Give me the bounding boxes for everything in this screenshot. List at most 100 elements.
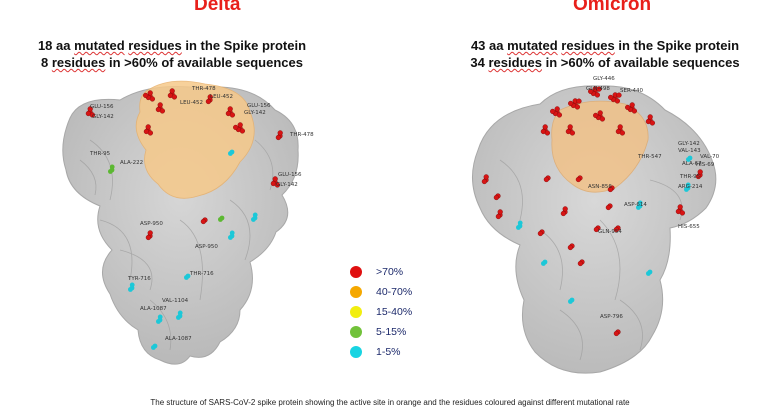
residue-marker xyxy=(631,108,638,114)
residue-marker xyxy=(109,164,115,170)
residue-marker xyxy=(177,310,183,316)
residue-label: GLN-498 xyxy=(586,86,610,92)
legend-label: >70% xyxy=(376,266,404,278)
residue-marker xyxy=(569,130,576,136)
residue-marker xyxy=(147,130,154,136)
legend-swatch xyxy=(350,326,362,338)
residue-label: SER-440 xyxy=(620,88,644,94)
legend-swatch xyxy=(350,306,362,318)
legend-label: 1-5% xyxy=(376,346,401,358)
residue-label: TYR-716 xyxy=(127,276,151,282)
residue-marker xyxy=(697,169,703,175)
residue-marker xyxy=(596,86,602,92)
residue-marker xyxy=(129,282,135,288)
delta-subtitle-line1: 18 aa mutated residues in the Spike prot… xyxy=(37,38,307,53)
residue-marker xyxy=(275,134,281,141)
residue-label: GLY-142 xyxy=(92,114,114,120)
residue-marker xyxy=(567,124,573,130)
residue-marker xyxy=(239,128,246,134)
residue-label: ALA-1087 xyxy=(140,306,167,312)
residue-marker xyxy=(143,92,149,99)
residue-marker xyxy=(107,169,113,174)
legend-swatch xyxy=(350,266,362,278)
residue-marker xyxy=(594,92,601,98)
residue-marker xyxy=(150,345,156,350)
residue-label: GLY-142 xyxy=(678,141,700,147)
residue-label: GLY-446 xyxy=(593,76,615,82)
residue-marker xyxy=(685,182,691,188)
legend-item: 15-40% xyxy=(350,302,412,322)
residue-label: LEU-452 xyxy=(210,94,233,100)
residue-marker xyxy=(647,114,653,120)
omicron-active-site xyxy=(551,100,649,193)
delta-spike-structure: GLU-156GLY-142THR-478LEU-452LEU-452GLU-1… xyxy=(62,80,314,365)
residue-label: ALA-1087 xyxy=(165,336,192,342)
residue-marker xyxy=(597,110,603,116)
omicron-subtitle-line2: 34 residues in >60% of available sequenc… xyxy=(470,55,740,70)
omicron-subtitle: 43 aa mutated residues in the Spike prot… xyxy=(452,37,758,71)
residue-marker xyxy=(593,112,599,119)
residue-marker xyxy=(274,182,281,188)
residue-marker xyxy=(605,204,611,211)
residue-label: ASP-796 xyxy=(600,314,623,320)
legend-item: 1-5% xyxy=(350,342,412,362)
residue-marker xyxy=(169,88,175,94)
residue-label: GLU-156 xyxy=(247,103,271,109)
residue-marker xyxy=(250,217,256,222)
residue-marker xyxy=(497,209,503,215)
legend-label: 5-15% xyxy=(376,326,407,338)
residue-marker xyxy=(629,102,635,108)
residue-label: THR-95 xyxy=(679,174,701,180)
residue-marker xyxy=(517,220,523,226)
mutation-rate-legend: >70% 40-70% 15-40% 5-15% 1-5% xyxy=(350,262,412,362)
residue-marker xyxy=(567,299,573,304)
residue-marker xyxy=(683,187,689,192)
legend-item: 5-15% xyxy=(350,322,412,342)
residue-marker xyxy=(159,108,166,114)
residue-marker xyxy=(175,315,181,320)
residue-label: ASN-856 xyxy=(588,184,612,190)
residue-label: VAL-143 xyxy=(678,148,701,154)
legend-label: 15-40% xyxy=(376,306,413,318)
residue-marker xyxy=(157,102,163,108)
residue-marker xyxy=(493,194,499,201)
residue-marker xyxy=(568,100,574,107)
residue-marker xyxy=(495,213,501,220)
residue-label: HIS-655 xyxy=(678,224,700,230)
residue-label: ARG-214 xyxy=(678,184,703,190)
residue-marker xyxy=(171,94,178,100)
omicron-subtitle-line1: 43 aa mutated residues in the Spike prot… xyxy=(470,38,740,53)
residue-label: GLY-142 xyxy=(276,182,298,188)
residue-marker xyxy=(227,235,233,240)
residue-marker xyxy=(207,94,213,100)
residue-marker xyxy=(127,287,133,292)
residue-marker xyxy=(588,88,594,95)
residue-marker xyxy=(277,130,283,136)
residue-marker xyxy=(574,104,581,110)
delta-subtitle: 18 aa mutated residues in the Spike prot… xyxy=(22,37,322,71)
residue-marker xyxy=(481,178,487,185)
residue-marker xyxy=(608,94,614,101)
residue-label: VAL-70 xyxy=(700,154,720,160)
delta-title: Delta xyxy=(194,0,241,15)
residue-marker xyxy=(227,151,233,156)
residue-marker xyxy=(89,112,96,118)
residue-marker xyxy=(272,176,278,182)
residue-marker xyxy=(229,230,235,236)
residue-marker xyxy=(550,108,556,115)
residue-marker xyxy=(147,230,153,236)
residue-label: ASP-950 xyxy=(195,244,218,250)
residue-marker xyxy=(635,205,641,210)
residue-marker xyxy=(542,124,548,130)
residue-marker xyxy=(149,96,156,102)
residue-marker xyxy=(229,112,236,118)
residue-marker xyxy=(562,206,568,212)
residue-label: ASP-614 xyxy=(624,202,647,208)
residue-marker xyxy=(147,90,153,96)
residue-marker xyxy=(200,218,206,225)
residue-marker xyxy=(205,98,211,105)
residue-marker xyxy=(575,176,581,183)
residue-marker xyxy=(483,174,489,180)
residue-label: LEU-452 xyxy=(180,100,203,106)
